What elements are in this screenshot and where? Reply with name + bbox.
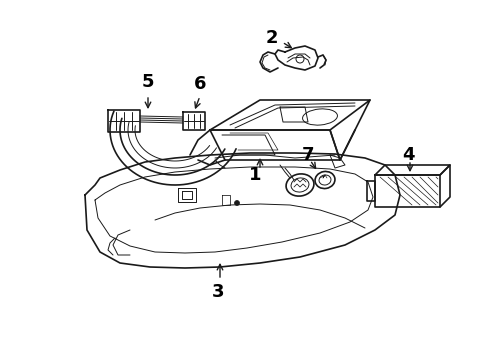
Text: 1: 1	[249, 166, 261, 184]
Text: 5: 5	[142, 73, 154, 91]
Text: 7: 7	[302, 146, 314, 164]
Text: 3: 3	[212, 283, 224, 301]
Text: 2: 2	[266, 29, 278, 47]
Ellipse shape	[235, 201, 240, 206]
Text: 6: 6	[194, 75, 206, 93]
Text: 4: 4	[402, 146, 414, 164]
